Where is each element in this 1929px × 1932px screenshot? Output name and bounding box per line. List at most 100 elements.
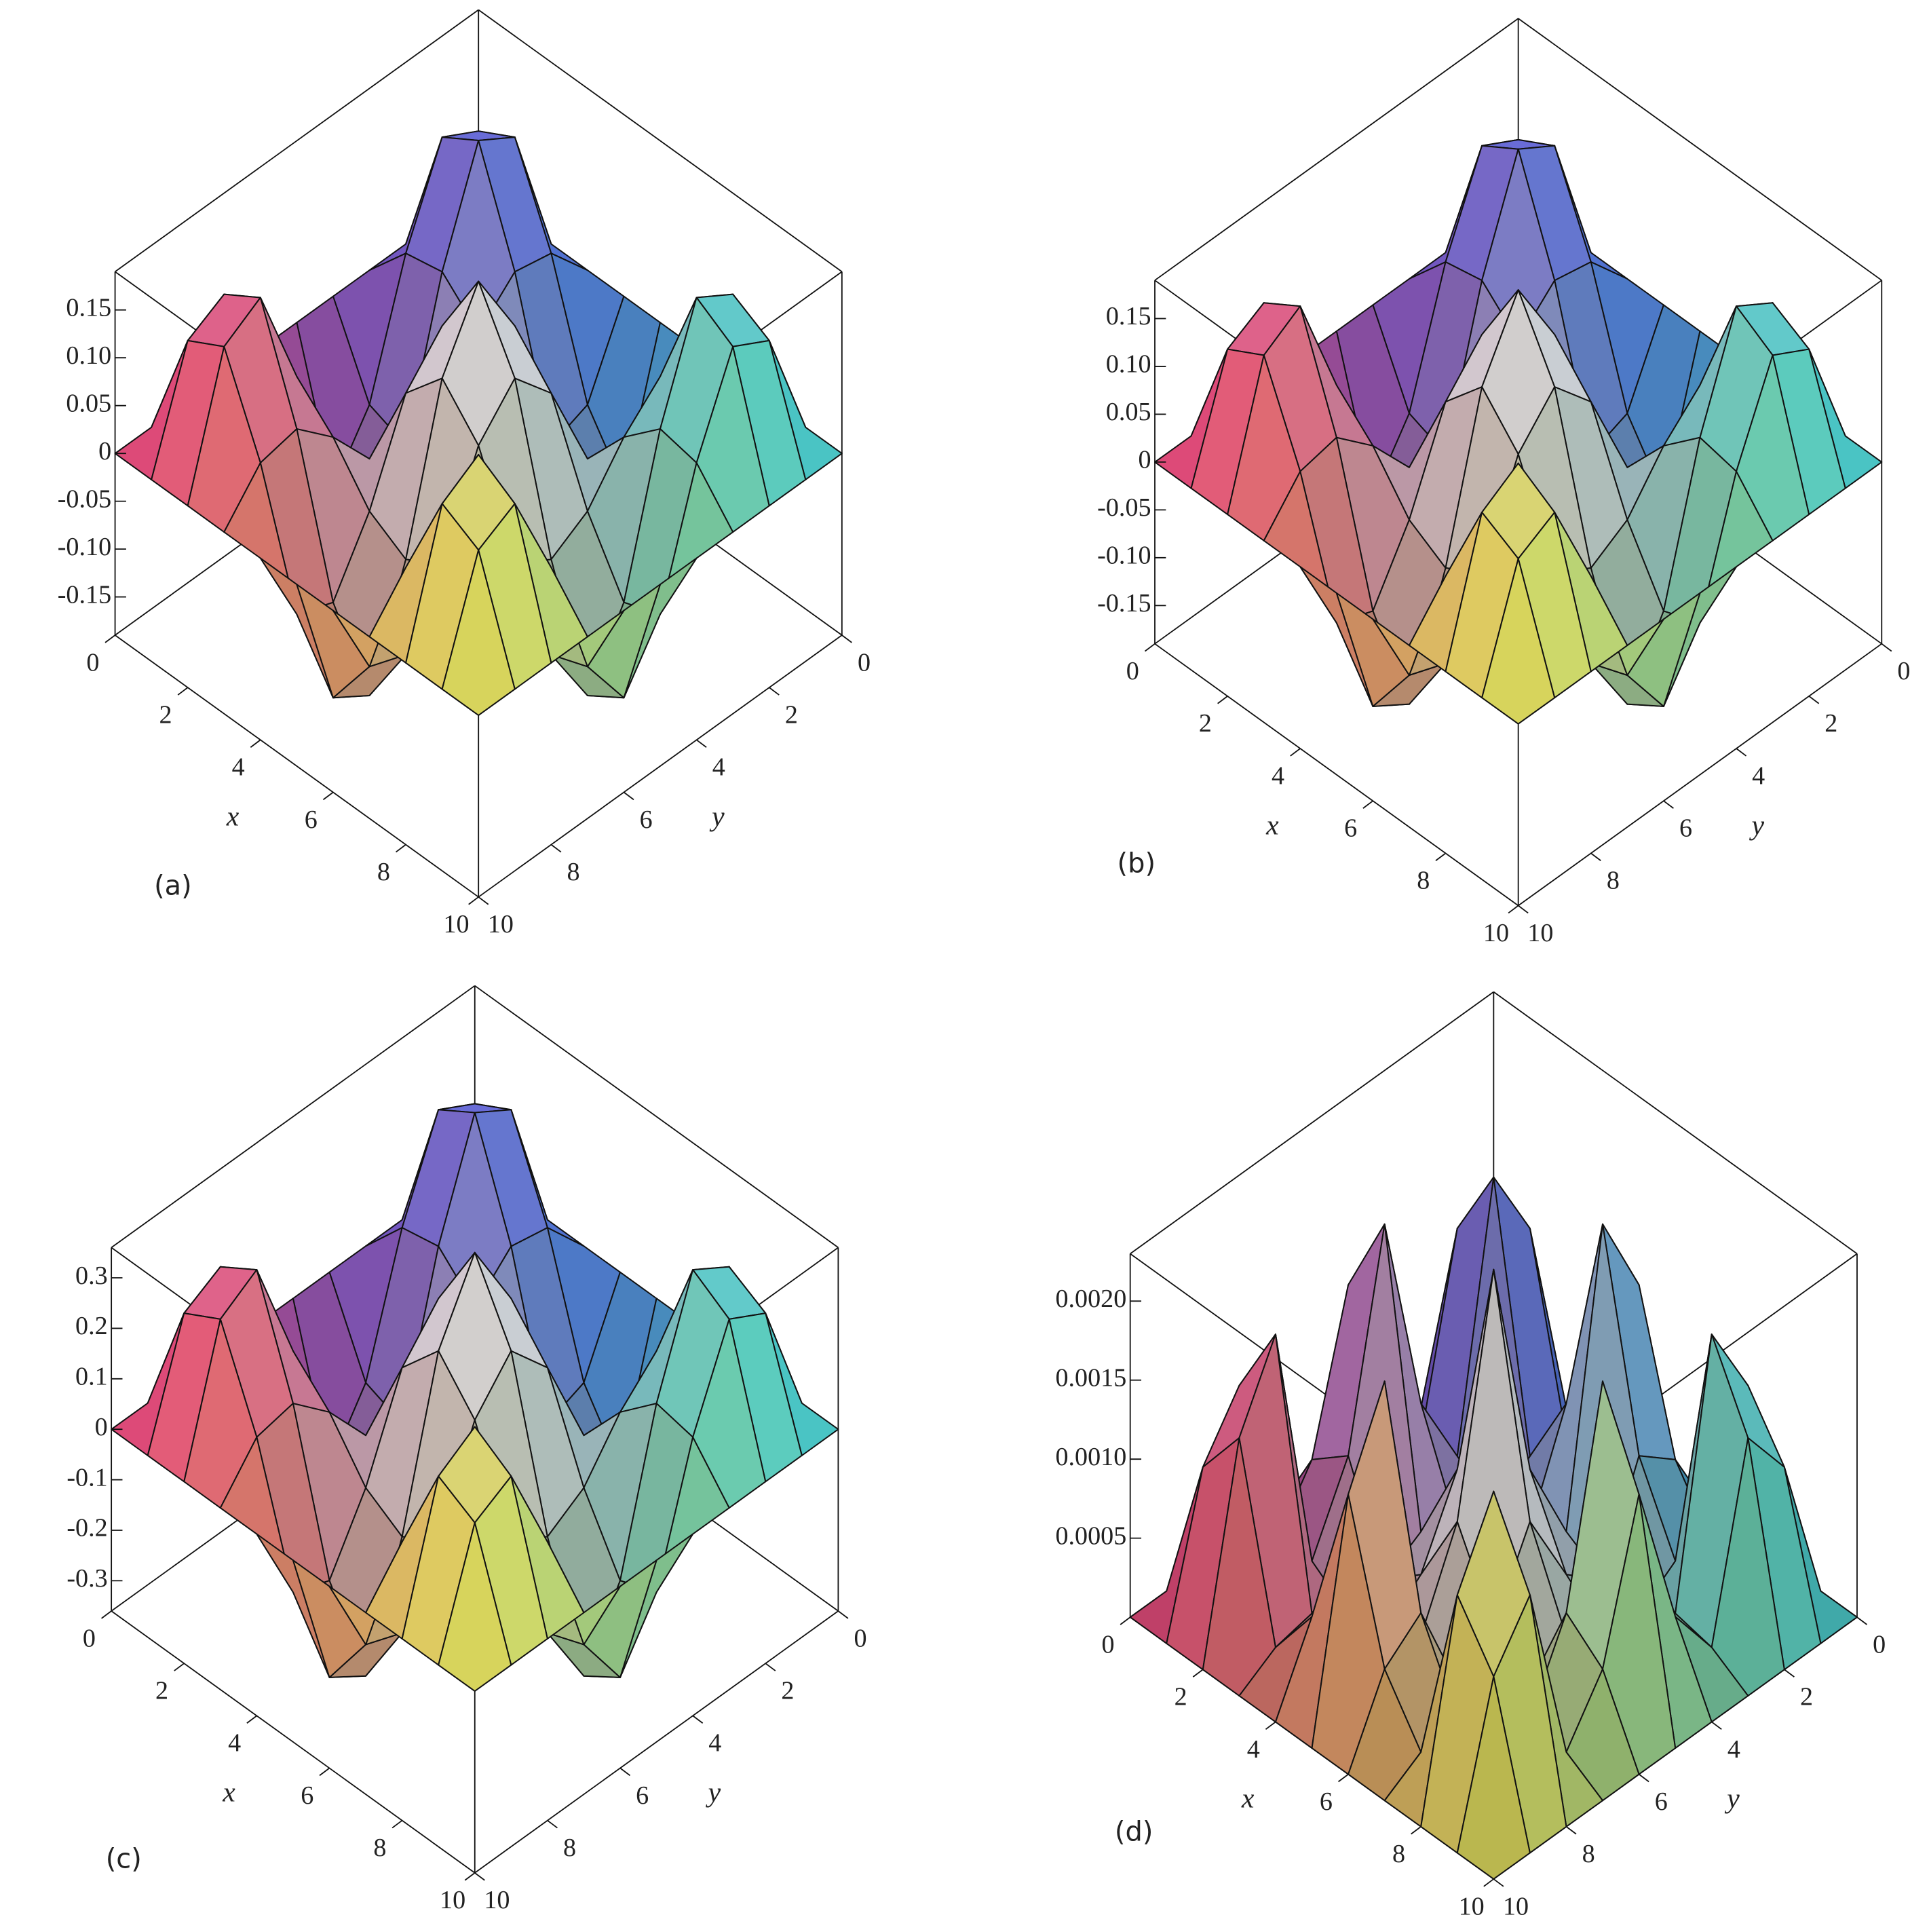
x-tick [1192,1669,1204,1678]
x-tick [1483,1878,1494,1887]
box-edge [115,9,479,273]
y-tick-label: 10 [484,1886,510,1914]
x-tick-label: 4 [228,1729,241,1758]
z-tick-label: 0 [98,437,111,466]
surface-cell [1481,558,1556,725]
x-tick-label: 8 [1392,1840,1405,1868]
panel-label: (a) [154,870,192,901]
z-tick-label: -0.15 [58,580,111,609]
y-tick-label: 6 [1679,814,1692,843]
y-tick-label: 4 [1727,1735,1740,1764]
x-tick [322,791,334,801]
box-edge [474,985,839,1249]
x-tick-label: 4 [1247,1735,1260,1764]
y-tick-label: 6 [1655,1787,1668,1816]
y-tick [765,1663,776,1671]
x-tick [246,1715,257,1724]
z-tick-label: -0.05 [1097,493,1151,522]
y-tick-label: 8 [563,1834,576,1862]
y-tick [1590,852,1601,861]
x-tick [250,739,261,748]
z-tick-label: -0.15 [1097,589,1151,618]
y-tick-label: 0 [1873,1630,1886,1659]
y-tick [623,791,634,801]
z-tick-label: -0.05 [58,485,111,513]
x-tick-label: 8 [373,1834,386,1862]
z-tick-label: -0.10 [58,533,111,561]
z-tick-label: 0.05 [66,389,111,417]
box-edge [115,634,479,898]
y-tick [1784,1669,1795,1678]
z-tick-label: 0.0015 [1055,1364,1126,1393]
x-tick-label: 2 [159,700,172,729]
x-tick [464,1872,476,1881]
x-tick-label: 4 [232,753,245,782]
x-tick-label: 0 [86,648,99,677]
box-edge [474,1610,839,1874]
x-tick-label: 8 [1417,867,1430,895]
z-tick-label: 0.1 [75,1363,108,1391]
y-tick-label: 2 [1800,1683,1813,1711]
y-tick-label: 4 [712,753,725,782]
box-edge [478,9,843,273]
y-tick [769,687,780,696]
y-tick-label: 8 [567,858,579,886]
y-tick [478,896,489,905]
y-tick-label: 2 [785,700,798,729]
x-axis-label: x [1265,810,1279,841]
y-tick [1565,1826,1577,1835]
y-tick-label: 8 [1607,867,1620,895]
y-tick [1518,905,1529,914]
x-tick-label: 0 [1126,657,1139,685]
y-tick-label: 0 [858,648,871,677]
x-tick [1217,696,1228,704]
z-tick-label: -0.10 [1097,542,1151,570]
y-tick [1808,696,1820,704]
y-tick-label: 0 [1897,657,1910,685]
y-tick-label: 10 [488,910,514,939]
z-tick-label: 0.2 [75,1312,108,1340]
surface-cell [441,549,516,717]
y-tick-label: 4 [1752,761,1765,790]
x-tick [1435,852,1447,861]
z-tick-label: 0.05 [1106,398,1151,426]
z-tick-label: 0.10 [1106,350,1151,379]
box-edge [111,985,476,1249]
y-axis-label: y [1749,810,1765,841]
y-tick-label: 10 [1503,1892,1529,1920]
z-tick-label: 0.15 [66,293,111,322]
y-tick [837,1610,849,1619]
y-tick-label: 2 [781,1677,794,1705]
y-tick [1736,748,1747,757]
x-tick-label: 6 [305,806,318,834]
z-tick-label: 0.3 [75,1262,108,1290]
y-tick [474,1872,485,1881]
x-tick-label: 10 [440,1886,465,1914]
x-tick [1338,1773,1349,1783]
x-axis-label: x [1241,1783,1255,1815]
surface-plot: 0.0005 0.0010 0.0015 0.0020 0 2 4 6 8 10 0 2 4 6 8 10 x y… [1055,991,1886,1920]
x-tick-label: 0 [83,1624,96,1652]
y-tick [550,844,562,853]
y-tick-label: 10 [1527,919,1553,947]
box-edge [1518,18,1882,281]
x-tick [319,1767,330,1777]
z-tick-label: 0.0005 [1055,1521,1126,1550]
y-axis-label: y [706,1777,721,1808]
surface-plot: -0.15 -0.10 -0.05 0 0.05 0.10 0.15 0 2 4 6 8 10 0 2 4 6 8… [1097,18,1910,947]
z-tick-label: 0 [1139,446,1151,474]
x-tick [1144,643,1156,652]
x-tick-label: 2 [155,1677,168,1705]
box-edge [1130,991,1494,1255]
x-tick-label: 6 [1320,1787,1333,1816]
y-tick-label: 4 [708,1729,721,1758]
x-tick [1290,748,1301,757]
y-tick [1493,1878,1504,1887]
x-tick [1362,800,1373,809]
box-edge [478,634,843,898]
x-tick-label: 2 [1174,1683,1187,1711]
x-tick-label: 6 [301,1781,313,1810]
x-tick [468,896,479,905]
